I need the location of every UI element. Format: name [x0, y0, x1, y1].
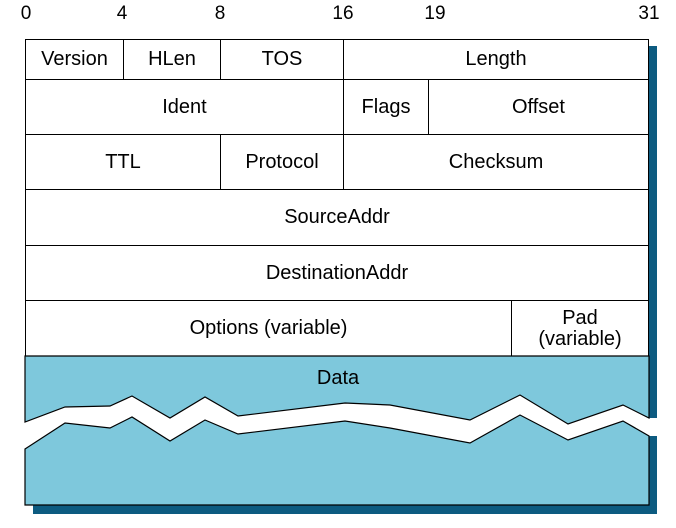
field-source-addr: SourceAddr [26, 190, 648, 245]
bit-label-31: 31 [638, 3, 660, 24]
field-tos: TOS [220, 40, 343, 79]
field-ident-label: Ident [162, 95, 207, 118]
shadow-bottom [33, 505, 657, 514]
field-options: Options (variable) [26, 301, 511, 356]
field-version-label: Version [41, 48, 108, 70]
bit-label-16: 16 [332, 3, 354, 24]
field-length: Length [343, 40, 648, 79]
data-region-upper [24, 355, 650, 425]
field-offset-label: Offset [512, 95, 565, 118]
header-row-ttl: TTL Protocol Checksum [25, 134, 649, 190]
header-row-options: Options (variable) Pad (variable) [25, 300, 649, 357]
field-destination-addr-label: DestinationAddr [265, 261, 409, 284]
field-ttl: TTL [26, 135, 220, 189]
data-region-lower [24, 414, 650, 506]
field-pad: Pad (variable) [511, 301, 648, 356]
field-destination-addr: DestinationAddr [26, 246, 648, 300]
field-ttl-label: TTL [105, 150, 141, 173]
header-row-destination: DestinationAddr [25, 245, 649, 301]
field-pad-sublabel: (variable) [538, 327, 622, 350]
data-label: Data [317, 367, 360, 389]
field-flags-label: Flags [361, 95, 411, 118]
field-length-label: Length [465, 48, 527, 70]
field-protocol: Protocol [220, 135, 343, 189]
field-protocol-label: Protocol [245, 150, 319, 173]
field-offset: Offset [428, 80, 648, 134]
bit-label-8: 8 [214, 3, 226, 24]
shadow-right-upper [649, 46, 657, 418]
field-ident: Ident [26, 80, 343, 134]
bit-label-19: 19 [424, 3, 446, 24]
field-source-addr-label: SourceAddr [284, 206, 390, 228]
field-hlen-label: HLen [148, 48, 196, 70]
field-hlen: HLen [123, 40, 220, 79]
field-flags: Flags [343, 80, 428, 134]
shadow-right-lower [649, 436, 657, 514]
field-checksum: Checksum [343, 135, 648, 189]
field-options-label: Options (variable) [189, 317, 348, 339]
header-row-source: SourceAddr [25, 189, 649, 246]
bit-label-0: 0 [20, 3, 32, 24]
bit-label-4: 4 [116, 3, 128, 24]
header-row-version: Version HLen TOS Length [25, 39, 649, 80]
field-checksum-label: Checksum [448, 150, 544, 173]
field-pad-label: Pad [562, 306, 598, 329]
field-version: Version [26, 40, 123, 79]
field-tos-label: TOS [261, 48, 303, 70]
